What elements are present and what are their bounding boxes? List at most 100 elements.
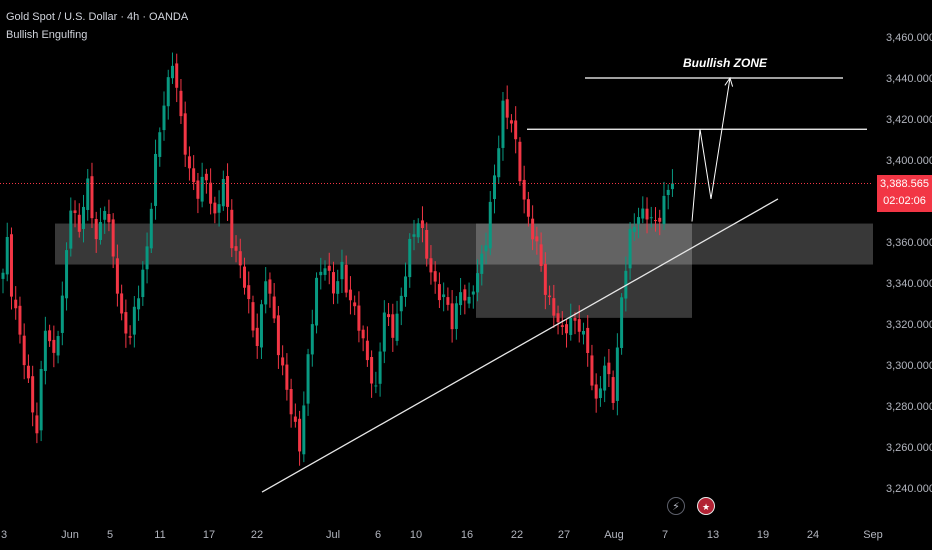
indicator-label[interactable]: Bullish Engulfing bbox=[6, 29, 88, 41]
candle-body bbox=[204, 173, 208, 181]
current-price-value: 3,388.565 bbox=[880, 178, 929, 190]
candle-body bbox=[86, 178, 90, 210]
bar-countdown: 02:02:06 bbox=[883, 195, 926, 207]
candle-body bbox=[217, 204, 221, 213]
candle-body bbox=[603, 365, 607, 391]
candle bbox=[543, 252, 547, 310]
candle-body bbox=[276, 315, 280, 356]
candle-body bbox=[340, 261, 344, 280]
candle-body bbox=[569, 317, 573, 335]
candle-body bbox=[535, 236, 539, 242]
price-tick-label: 3,400.000 bbox=[886, 155, 932, 167]
candle-body bbox=[82, 206, 86, 229]
symbol-title[interactable]: Gold Spot / U.S. Dollar · 4h · OANDA bbox=[6, 11, 189, 23]
candle-body bbox=[497, 148, 501, 178]
lightning-icon[interactable]: ⚡ bbox=[667, 497, 685, 515]
candle-body bbox=[158, 132, 162, 157]
time-tick-label: 22 bbox=[511, 529, 523, 541]
candle bbox=[586, 315, 590, 367]
candle-body bbox=[209, 182, 213, 204]
candle bbox=[336, 269, 340, 304]
candle-body bbox=[425, 229, 429, 259]
price-axis[interactable]: 3,460.0003,440.0003,420.0003,400.0003,38… bbox=[886, 32, 932, 495]
candle-body bbox=[192, 168, 196, 183]
candle bbox=[209, 168, 213, 215]
time-tick-label: Sep bbox=[863, 529, 883, 541]
candle bbox=[531, 205, 535, 251]
candle-body bbox=[429, 258, 433, 273]
candle bbox=[149, 202, 153, 254]
candle bbox=[590, 344, 594, 391]
candle bbox=[645, 197, 649, 234]
candle-body bbox=[94, 218, 98, 240]
candle bbox=[213, 196, 217, 224]
candle bbox=[175, 53, 179, 103]
price-tick-label: 3,420.000 bbox=[886, 114, 932, 126]
candle-body bbox=[69, 210, 73, 249]
candle bbox=[429, 245, 433, 285]
time-axis[interactable]: 3 Jun 5 11 17 22 Jul 6 10 16 22 27 Aug 7 13 19 24 Sep bbox=[1, 529, 883, 541]
candle bbox=[446, 287, 450, 311]
candle bbox=[331, 261, 335, 305]
candle-body bbox=[387, 314, 391, 318]
candle bbox=[243, 257, 247, 295]
candle bbox=[196, 172, 200, 214]
candle bbox=[200, 162, 204, 208]
candle-body bbox=[442, 294, 446, 298]
candle bbox=[14, 286, 18, 320]
candle-body bbox=[658, 217, 662, 222]
candle bbox=[166, 69, 170, 120]
candle-body bbox=[501, 100, 505, 148]
candle-body bbox=[565, 324, 569, 334]
time-tick-label: 13 bbox=[707, 529, 719, 541]
candle-body bbox=[35, 415, 39, 434]
candle bbox=[649, 206, 653, 228]
candle bbox=[158, 127, 162, 167]
candle-body bbox=[149, 208, 153, 249]
candle-body bbox=[581, 330, 585, 335]
candle bbox=[344, 255, 348, 298]
candle-body bbox=[543, 263, 547, 295]
candle-body bbox=[653, 220, 657, 222]
candle bbox=[170, 52, 174, 84]
candle-body bbox=[111, 219, 115, 257]
candle bbox=[412, 219, 416, 251]
price-tick-label: 3,280.000 bbox=[886, 401, 932, 413]
candle bbox=[281, 345, 285, 376]
candle bbox=[82, 194, 86, 243]
candle bbox=[365, 326, 369, 367]
candle-body bbox=[615, 347, 619, 401]
candle bbox=[399, 287, 403, 326]
candle-body bbox=[637, 217, 641, 225]
candle-body bbox=[120, 293, 124, 314]
candle bbox=[387, 302, 391, 326]
candle-body bbox=[221, 179, 225, 207]
candle-body bbox=[310, 324, 314, 355]
candle-body bbox=[327, 265, 331, 271]
candle-body bbox=[365, 340, 369, 361]
support-zone bbox=[476, 223, 692, 318]
candle-body bbox=[234, 246, 238, 251]
candle-body bbox=[200, 176, 204, 202]
candle-body bbox=[22, 335, 26, 366]
candle bbox=[404, 262, 408, 307]
candle bbox=[98, 207, 102, 245]
candle-body bbox=[52, 339, 56, 353]
candle-body bbox=[9, 234, 13, 297]
candle-body bbox=[548, 295, 552, 298]
candle bbox=[60, 281, 64, 346]
candle bbox=[573, 312, 577, 335]
time-tick-label: 5 bbox=[107, 529, 113, 541]
candle-body bbox=[65, 250, 69, 299]
us-flag-icon[interactable]: ★ bbox=[697, 497, 715, 515]
candle-body bbox=[361, 329, 365, 339]
candle bbox=[103, 206, 107, 234]
candle-body bbox=[620, 297, 624, 348]
candle bbox=[154, 139, 158, 220]
candle-body bbox=[408, 238, 412, 278]
candle bbox=[39, 360, 43, 442]
candle-body bbox=[196, 180, 200, 199]
candle-body bbox=[463, 289, 467, 301]
candle bbox=[230, 199, 234, 258]
